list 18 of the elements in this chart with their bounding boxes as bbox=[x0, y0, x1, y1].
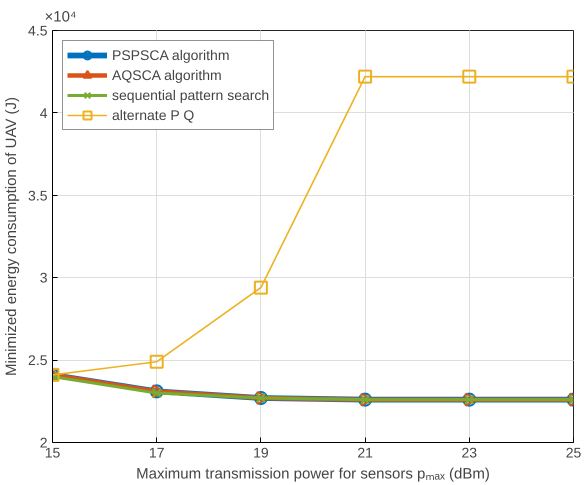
y-tick-label: 4 bbox=[40, 104, 48, 121]
y-tick-label: 3 bbox=[40, 270, 48, 286]
y-tick-label: 4.5 bbox=[28, 22, 48, 38]
x-tick-label: 15 bbox=[44, 444, 60, 460]
x-tick-label: 25 bbox=[566, 444, 582, 460]
y-tick-label: 3.5 bbox=[28, 187, 48, 204]
legend-label: PSPSCA algorithm bbox=[112, 47, 230, 63]
x-tick-label: 17 bbox=[148, 444, 165, 460]
x-tick-label: 23 bbox=[462, 444, 478, 460]
x-axis-title: Maximum transmission power for sensors pₘₐₓ (dBm) bbox=[136, 466, 490, 482]
y-axis-title: Minimized energy consumption of UAV (J) bbox=[3, 96, 20, 376]
y-tick-label: 2.5 bbox=[28, 352, 48, 368]
x-tick-label: 21 bbox=[357, 444, 374, 460]
legend-label: alternate P Q bbox=[112, 107, 194, 123]
legend-label: sequential pattern search bbox=[112, 87, 270, 103]
x-tick-label: 19 bbox=[253, 444, 269, 460]
legend-label: AQSCA algorithm bbox=[112, 67, 222, 83]
text: ×10⁴ bbox=[44, 8, 76, 26]
